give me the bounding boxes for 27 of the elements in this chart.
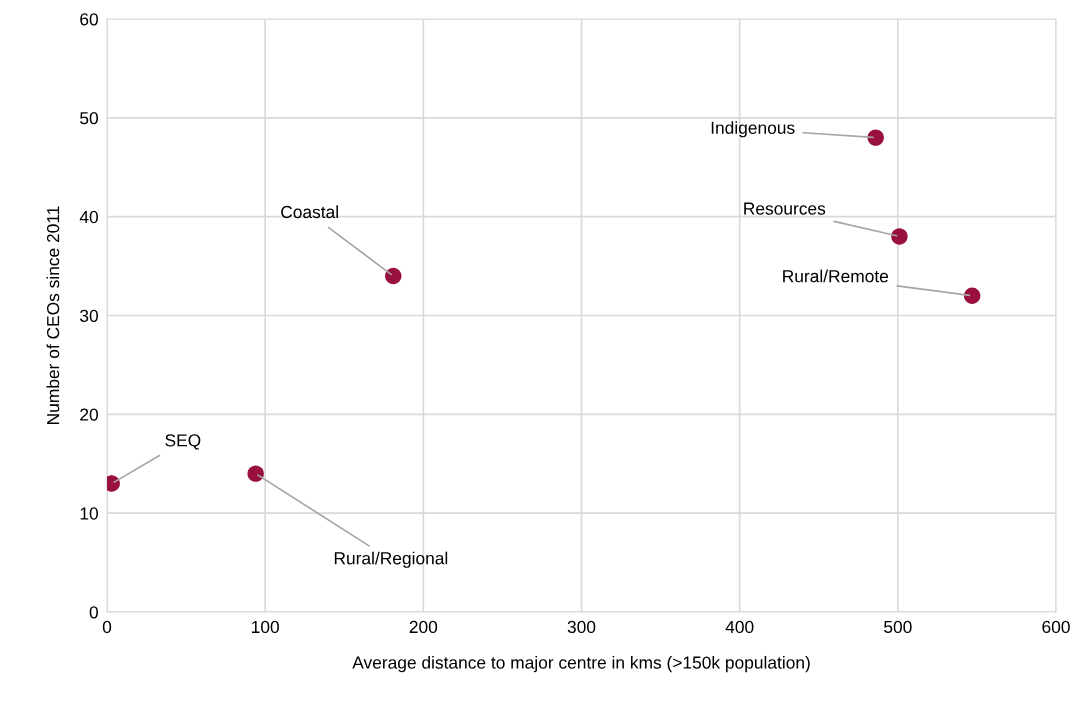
annotation: Indigenous (711, 121, 795, 138)
y-tick-label: 50 (80, 112, 98, 125)
y-tick-label: 10 (80, 507, 98, 520)
y-tick-label: 20 (80, 408, 98, 421)
x-tick-label: 300 (567, 620, 596, 634)
point (247, 465, 264, 482)
point (385, 267, 402, 285)
annotation: Resources (744, 202, 826, 215)
x-tick-label: 100 (252, 620, 279, 634)
y-axis-title: Number of CEOs since 2011 (46, 206, 60, 424)
x-tick-label: 400 (725, 620, 754, 634)
x-axis-title: Average distance to major centre in kms (>150k population) (352, 655, 810, 673)
annotation: Rural/Regional (334, 551, 448, 568)
x-tick-label: 600 (1042, 620, 1070, 634)
y-tick-label: 30 (80, 309, 98, 322)
annotation: Rural/Remote (783, 269, 889, 283)
x-tick-label: 200 (409, 620, 438, 634)
point (963, 287, 981, 304)
annotation: Coastal (281, 205, 338, 219)
y-tick-label: 40 (79, 210, 98, 224)
point (891, 228, 908, 245)
point (867, 129, 884, 146)
annotation: SEQ (165, 434, 201, 450)
y-tick-label: 0 (89, 606, 98, 619)
x-tick-label: 500 (884, 620, 912, 634)
y-tick-label: 60 (80, 13, 98, 26)
x-tick-label: 0 (102, 620, 112, 634)
